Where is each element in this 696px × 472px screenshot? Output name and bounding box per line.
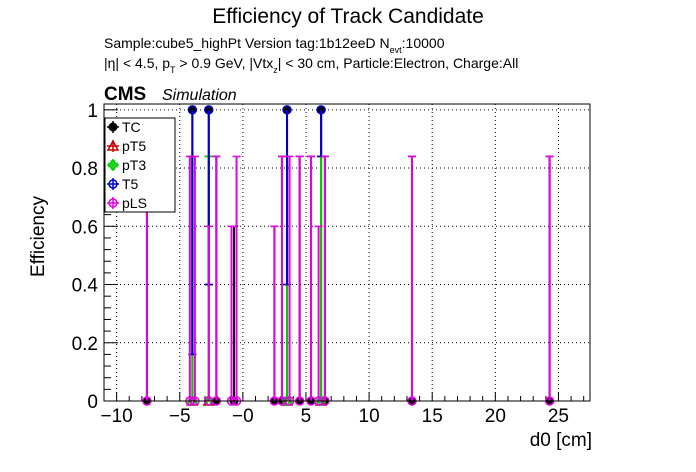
data-point-t5 (316, 105, 326, 115)
legend-marker-t5 (108, 179, 118, 189)
x-tick-label: 20 (485, 406, 506, 427)
subtitle-sample-text: Sample:cube5_highPt Version tag:1b12eeD … (104, 35, 390, 51)
x-axis-label: d0 [cm] (530, 430, 592, 451)
grid-layer (104, 104, 590, 401)
y-tick-label: 0.2 (72, 334, 98, 355)
y-tick-label: 0.8 (72, 159, 98, 180)
legend-entry-pt3: pT3 (107, 157, 146, 173)
legend-label-pt5: pT5 (122, 138, 146, 154)
subtitle-cuts-tail: | < 30 cm, Particle:Electron, Charge:All (278, 55, 519, 71)
legend-marker-pt5 (106, 139, 120, 151)
x-tick-label: −0 (232, 406, 254, 427)
legend-marker-pt3 (108, 160, 118, 170)
chart-subtitle-cuts: |η| < 4.5, pT > 0.9 GeV, |Vtxz| < 30 cm,… (104, 55, 518, 75)
y-axis-label: Efficiency (28, 196, 49, 277)
x-tick-label: −5 (169, 406, 191, 427)
subtitle-cuts-sub2: z (273, 65, 278, 75)
legend-marker-pls (108, 198, 118, 208)
subtitle-cuts-mid: > 0.9 GeV, |Vtx (176, 55, 274, 71)
legend: TC pT5 pT3 T5 pLS (104, 117, 176, 213)
legend-entry-pls: pLS (107, 195, 147, 211)
legend-label-pt3: pT3 (122, 157, 146, 173)
chart-subtitle-sample: Sample:cube5_highPt Version tag:1b12eeD … (104, 35, 445, 55)
y-tick-label: 0.6 (72, 217, 98, 238)
subtitle-sample-subscript: evt (390, 45, 403, 55)
legend-label-t5: T5 (122, 176, 139, 192)
series-t5 (187, 105, 326, 356)
plot-frame (103, 103, 591, 402)
legend-label-tc: TC (122, 119, 141, 135)
y-tick-label: 0 (87, 392, 98, 413)
cms-label: CMS (104, 84, 146, 105)
simulation-label: Simulation (162, 87, 237, 104)
x-tick-label: 15 (422, 406, 443, 427)
x-tick-label: 10 (359, 406, 380, 427)
legend-entry-pt5: pT5 (106, 138, 146, 154)
data-point-t5 (204, 105, 214, 115)
data-point-t5 (282, 105, 292, 115)
x-tick-label: 25 (548, 406, 569, 427)
x-tick-label: 5 (301, 406, 312, 427)
data-point-t5 (187, 105, 198, 115)
legend-entry-tc: TC (107, 119, 141, 135)
subtitle-cuts-sub1: T (170, 65, 176, 75)
y-tick-label: 0.4 (72, 276, 99, 297)
subtitle-cuts-text: |η| < 4.5, p (104, 55, 170, 71)
subtitle-sample-value: :10000 (402, 35, 445, 51)
chart-title: Efficiency of Track Candidate (212, 5, 484, 28)
ticks-layer: −10 −5 −0 5 10 15 20 25 0 0.2 0.4 0.6 0.8 1 (72, 101, 585, 427)
legend-entry-t5: T5 (107, 176, 139, 192)
legend-marker-tc (108, 122, 118, 132)
x-tick-label: −10 (101, 406, 133, 427)
y-tick-label: 1 (87, 101, 98, 122)
legend-label-pls: pLS (122, 195, 147, 211)
